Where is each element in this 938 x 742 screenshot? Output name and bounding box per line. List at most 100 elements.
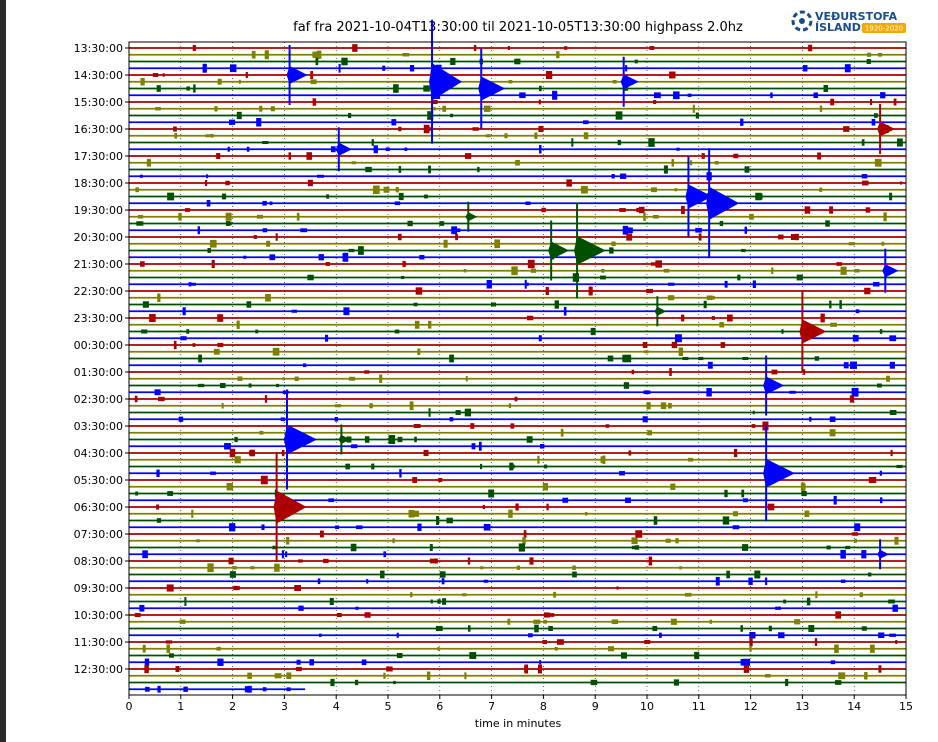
trace-blip bbox=[834, 644, 839, 654]
trace-blip bbox=[443, 239, 448, 248]
trace-blip bbox=[369, 403, 373, 409]
trace-blip bbox=[602, 455, 606, 465]
trace-blip bbox=[770, 92, 773, 99]
trace-blip bbox=[306, 152, 312, 160]
trace-blip bbox=[205, 134, 210, 138]
trace-blip bbox=[813, 92, 819, 98]
trace-blip bbox=[184, 597, 187, 606]
trace-blip bbox=[681, 205, 685, 215]
trace-blip bbox=[397, 436, 403, 443]
trace-blip bbox=[744, 166, 750, 173]
trace-blip bbox=[483, 579, 489, 583]
trace-blip bbox=[442, 598, 447, 605]
trace-blip bbox=[264, 395, 268, 403]
trace-blip bbox=[631, 369, 635, 375]
trace-blip bbox=[366, 578, 369, 584]
trace-blip bbox=[156, 518, 162, 523]
trace-blip bbox=[404, 147, 408, 151]
trace-blip bbox=[795, 233, 799, 241]
plot-frame bbox=[128, 41, 907, 696]
trace-blip bbox=[392, 538, 395, 544]
trace-blip bbox=[291, 309, 297, 313]
y-tick-label: 15:30:00 bbox=[74, 96, 123, 109]
trace-blip bbox=[206, 174, 209, 179]
trace-blip bbox=[402, 261, 407, 267]
trace-blip bbox=[539, 144, 542, 154]
trace-blip bbox=[465, 376, 468, 382]
trace-blip bbox=[173, 126, 177, 132]
trace-blip bbox=[264, 50, 269, 60]
trace-blip bbox=[703, 300, 707, 309]
trace-blip bbox=[197, 383, 205, 388]
trace-blip bbox=[343, 307, 350, 316]
trace-blip bbox=[386, 666, 393, 672]
trace-blip bbox=[673, 91, 680, 100]
trace-blip bbox=[350, 444, 358, 449]
trace-blip bbox=[334, 404, 342, 408]
trace-blip bbox=[379, 374, 383, 383]
trace-blip bbox=[866, 59, 871, 64]
trace-blip bbox=[789, 390, 796, 394]
trace-blip bbox=[546, 503, 549, 511]
trace-blip bbox=[309, 659, 314, 666]
trace-blip bbox=[650, 262, 658, 266]
trace-blip bbox=[808, 625, 815, 632]
trace-blip bbox=[514, 396, 518, 402]
trace-blip bbox=[265, 293, 271, 302]
trace-blip bbox=[815, 591, 818, 599]
trace-blip bbox=[449, 417, 454, 422]
trace-blip bbox=[523, 530, 527, 538]
trace-blip bbox=[590, 679, 598, 686]
trace-blip bbox=[280, 417, 286, 422]
trace-blip bbox=[372, 185, 380, 195]
trace-blip bbox=[864, 287, 871, 295]
trace-blip bbox=[486, 279, 492, 289]
trace-blip bbox=[742, 544, 749, 551]
trace-blip bbox=[155, 107, 161, 111]
trace-blip bbox=[413, 302, 418, 307]
trace-blip bbox=[249, 449, 255, 457]
trace-blip bbox=[250, 566, 255, 570]
trace-blip bbox=[269, 201, 273, 205]
trace-blip bbox=[804, 206, 811, 214]
x-tick-label: 4 bbox=[333, 700, 340, 713]
trace-blip bbox=[733, 153, 739, 159]
trace-blip bbox=[469, 652, 477, 659]
event-coda bbox=[478, 76, 506, 101]
trace-blip bbox=[371, 139, 374, 146]
trace-blip bbox=[552, 90, 558, 100]
trace-blip bbox=[188, 282, 192, 287]
trace-blip bbox=[274, 563, 280, 572]
trace-blip bbox=[480, 566, 484, 570]
trace-blip bbox=[790, 233, 797, 241]
trace-blip bbox=[543, 619, 547, 624]
trace-blip bbox=[615, 111, 623, 120]
trace-blip bbox=[808, 44, 813, 52]
trace-blip bbox=[647, 430, 653, 436]
trace-blip bbox=[781, 329, 784, 334]
trace-blip bbox=[740, 118, 744, 126]
trace-blip bbox=[830, 322, 837, 327]
trace-blip bbox=[397, 233, 402, 241]
trace-blip bbox=[631, 545, 637, 550]
trace-blip bbox=[864, 672, 868, 680]
trace-blip bbox=[184, 208, 191, 212]
trace-blip bbox=[867, 52, 872, 57]
trace-blip bbox=[343, 252, 349, 262]
trace-blip bbox=[644, 640, 651, 644]
trace-blip bbox=[548, 625, 553, 632]
trace-blip bbox=[701, 153, 705, 159]
y-tick-label: 06:30:00 bbox=[74, 501, 123, 514]
trace-blip bbox=[504, 133, 508, 139]
y-tick-label: 00:30:00 bbox=[74, 339, 123, 352]
trace-blip bbox=[214, 106, 218, 112]
trace-blip bbox=[684, 592, 692, 597]
trace-blip bbox=[872, 282, 880, 287]
trace-blip bbox=[221, 193, 227, 200]
trace-blip bbox=[396, 652, 403, 659]
trace-blip bbox=[548, 613, 555, 617]
trace-blip bbox=[695, 227, 702, 233]
x-tick-label: 14 bbox=[847, 700, 861, 713]
trace-blip bbox=[399, 468, 402, 478]
trace-blip bbox=[449, 354, 454, 363]
